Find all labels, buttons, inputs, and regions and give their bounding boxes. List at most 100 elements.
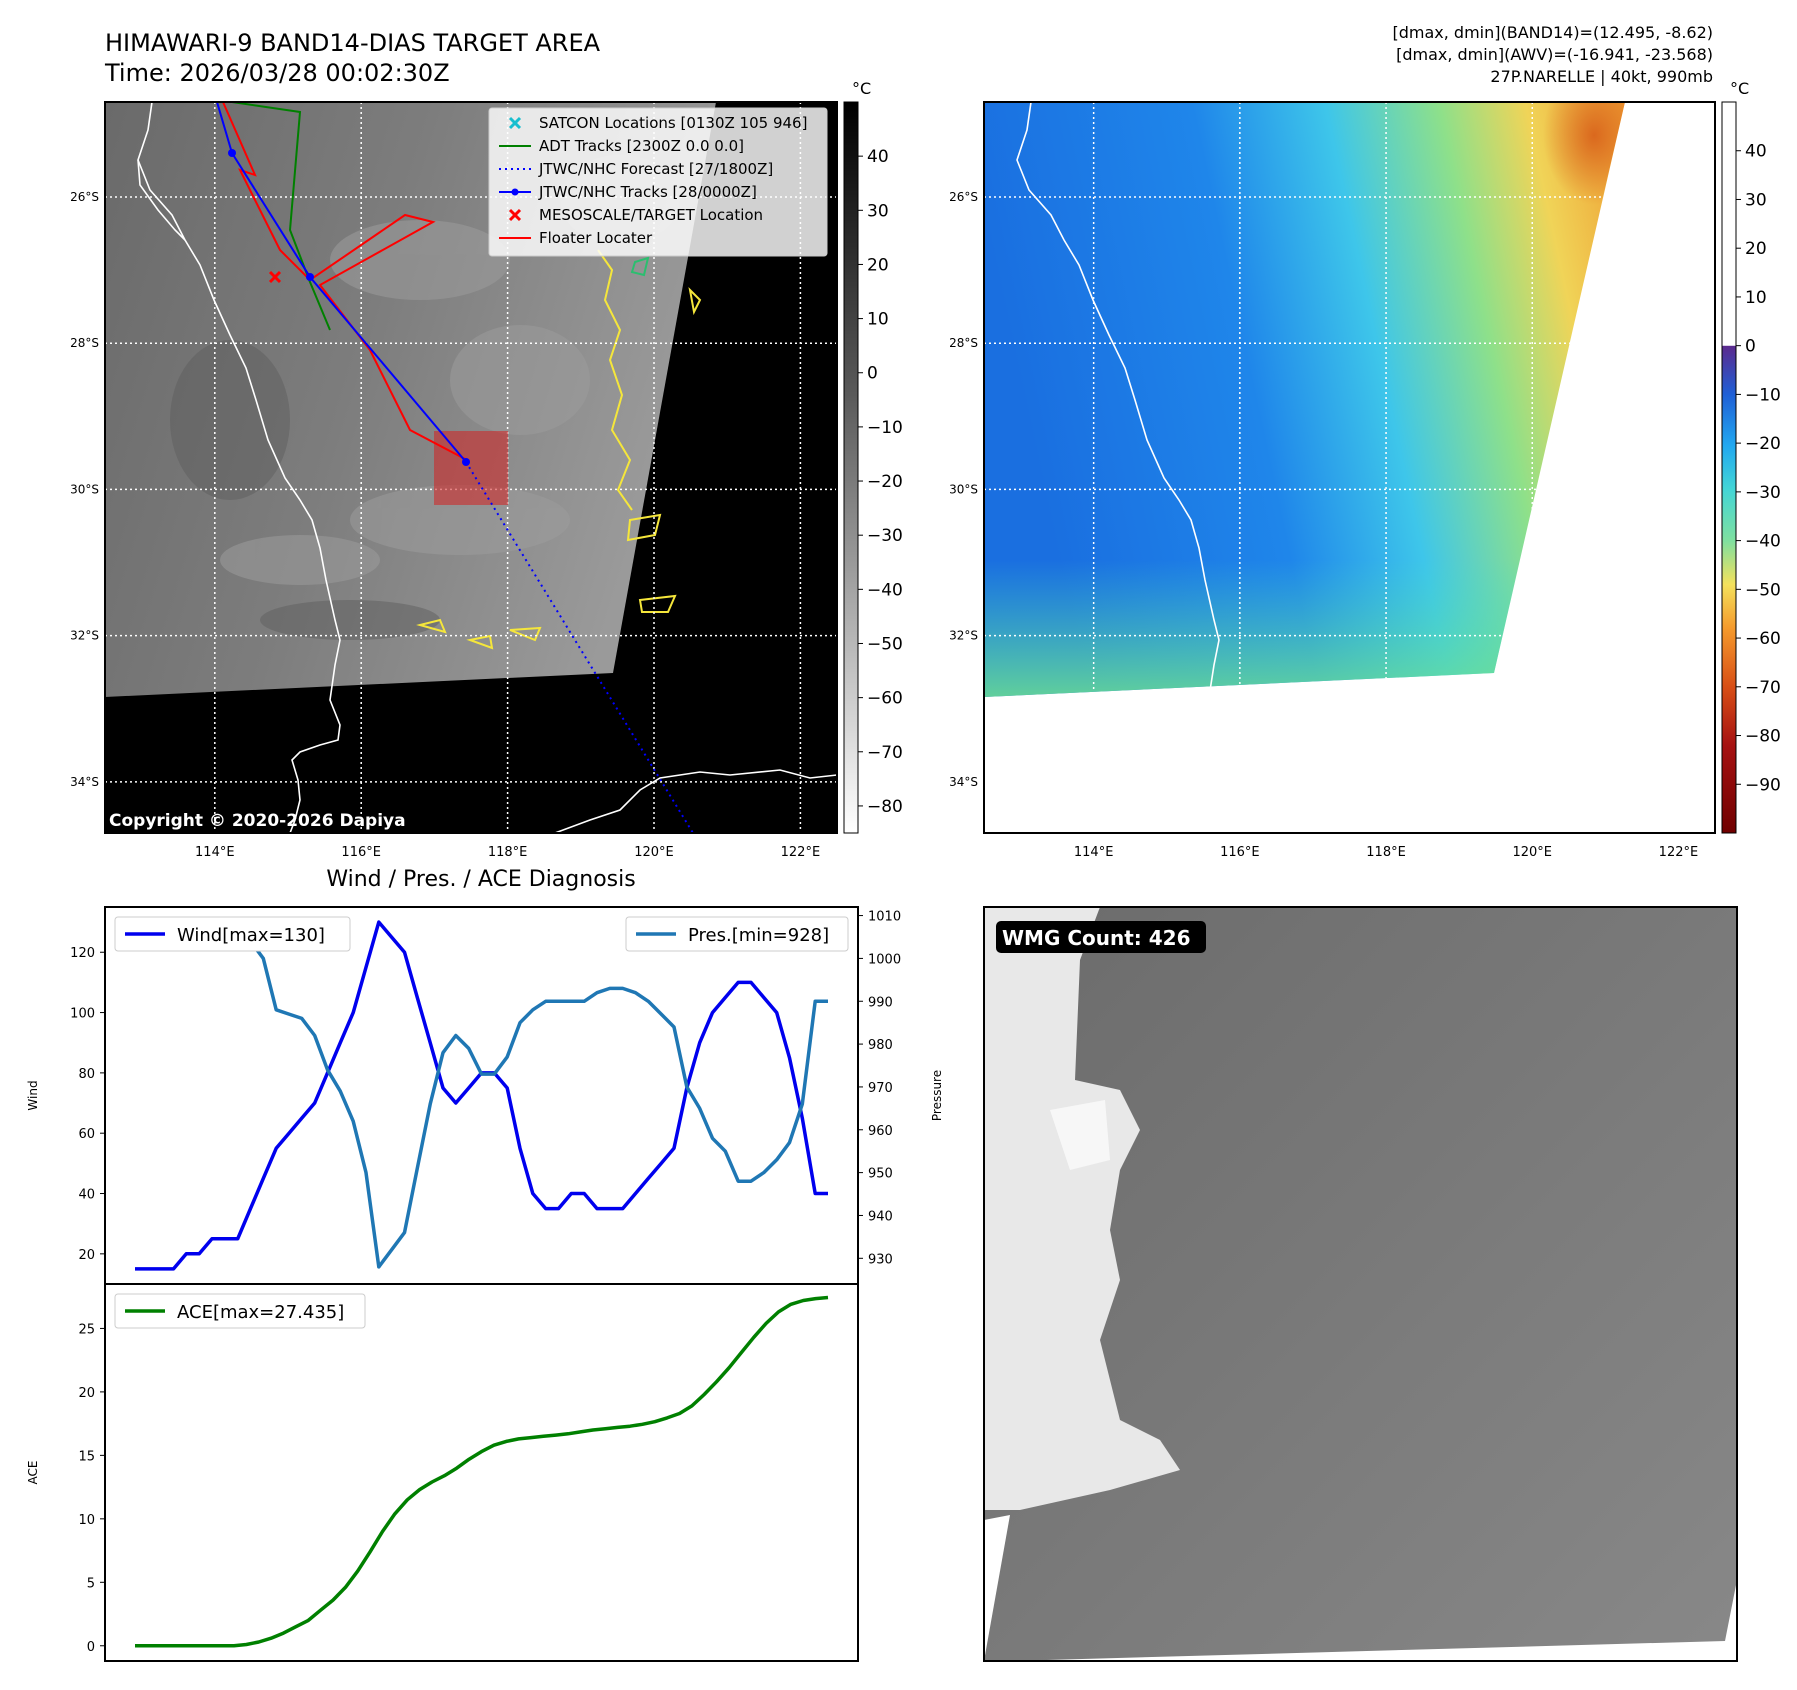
legend-label: JTWC/NHC Tracks [28/0000Z] xyxy=(538,183,757,201)
y-tick-label: 10 xyxy=(78,1513,95,1528)
wmg-white-patch xyxy=(1050,1100,1110,1170)
colorbar-tick-label: −80 xyxy=(867,797,903,817)
wmg-panel xyxy=(984,907,1737,1661)
legend-marker-dot xyxy=(511,188,519,196)
awv-colorbar xyxy=(1721,101,1737,834)
y2-tick-label: 930 xyxy=(868,1252,893,1267)
info-line-awv: [dmax, dmin](AWV)=(-16.941, -23.568) xyxy=(1396,45,1713,64)
colorbar-tick-label: −70 xyxy=(867,743,903,763)
coastline xyxy=(137,102,837,833)
ir-cloud-dark-texture xyxy=(170,340,440,640)
lon-tick-label: 122°E xyxy=(1659,845,1699,860)
y-tick-label: 20 xyxy=(78,1248,95,1263)
colorbar-tick-label: 20 xyxy=(867,255,889,275)
colorbar-tick-label: −80 xyxy=(1745,727,1781,747)
floater-locater-line xyxy=(222,102,468,461)
adt-track-line xyxy=(231,102,331,331)
lat-tick-label: 28°S xyxy=(949,336,978,350)
map-legend-box: SATCON Locations [0130Z 105 946] ADT Trac… xyxy=(488,107,828,257)
lon-tick-label: 114°E xyxy=(1074,845,1114,860)
lon-tick-label: 114°E xyxy=(195,845,235,860)
colorbar-tick-label: −20 xyxy=(1745,434,1781,454)
legend-box xyxy=(625,916,849,952)
y2-tick-label: 980 xyxy=(868,1038,893,1053)
lon-tick-label: 122°E xyxy=(781,845,821,860)
colorbar-tick-label: −20 xyxy=(867,472,903,492)
series-ace-line xyxy=(135,1295,829,1648)
lat-tick-label: 34°S xyxy=(949,775,978,789)
colorbar-tick-label: −50 xyxy=(1745,580,1781,600)
lon-tick-label: 120°E xyxy=(634,845,674,860)
lon-tick-label: 116°E xyxy=(1220,845,1260,860)
awv-colorbar-unit: °C xyxy=(1730,79,1749,98)
colorbar-tick-label: −60 xyxy=(1745,629,1781,649)
y-tick-label: 20 xyxy=(78,1386,95,1401)
plot-area xyxy=(105,907,858,1284)
y2-tick-label: 1010 xyxy=(868,910,901,925)
colorbar-tick-label: 20 xyxy=(1745,239,1767,259)
target-area-box xyxy=(434,431,508,505)
plot-area xyxy=(105,1284,858,1661)
y-tick-label: 0 xyxy=(87,1640,95,1655)
lon-tick-label: 118°E xyxy=(1366,845,1406,860)
y-axis-label: ACE xyxy=(26,1461,40,1485)
y-tick-label: 5 xyxy=(87,1576,95,1591)
lat-tick-label: 26°S xyxy=(70,190,99,204)
colorbar-tick-label: −40 xyxy=(867,580,903,600)
gray-colorbar-unit: °C xyxy=(852,79,871,98)
y-tick-label: 25 xyxy=(78,1322,95,1337)
lon-tick-label: 118°E xyxy=(488,845,528,860)
colorbar-tick-label: 40 xyxy=(867,147,889,167)
y-tick-label: 40 xyxy=(78,1188,95,1203)
y2-axis-label: Pressure xyxy=(930,1070,944,1121)
wmg-count-badge: WMG Count: 426 xyxy=(1002,926,1191,950)
awv-map-axis-labels: 114°E 116°E 118°E 120°E 122°E 26°S 28°S 30°S 32°… xyxy=(949,190,1698,860)
y-tick-label: 15 xyxy=(78,1449,95,1464)
lat-tick-label: 32°S xyxy=(70,629,99,643)
jtwc-track-point xyxy=(306,273,314,281)
legend-box xyxy=(114,1293,366,1329)
colorbar-tick-label: −70 xyxy=(1745,678,1781,698)
y2-tick-label: 960 xyxy=(868,1124,893,1139)
y2-tick-label: 940 xyxy=(868,1209,893,1224)
legend-label: SATCON Locations [0130Z 105 946] xyxy=(539,114,807,132)
diagnosis-title: Wind / Pres. / ACE Diagnosis xyxy=(326,867,635,892)
colorbar-tick-label: −30 xyxy=(867,526,903,546)
gray-colorbar xyxy=(843,101,859,834)
figure-title: HIMAWARI-9 BAND14-DIAS TARGET AREA xyxy=(105,29,601,57)
plot-frame xyxy=(104,1283,859,1662)
legend-marker-x xyxy=(508,116,522,130)
lat-tick-label: 34°S xyxy=(70,775,99,789)
jtwc-track-point xyxy=(228,149,236,157)
awv-map-frame xyxy=(983,101,1716,834)
jtwc-track-line xyxy=(216,102,467,463)
green-contour xyxy=(630,256,650,277)
coastline xyxy=(1016,102,1220,698)
track-layer xyxy=(216,102,694,833)
colorbar-tick-label: −50 xyxy=(867,634,903,654)
lat-tick-label: 30°S xyxy=(70,482,99,496)
colorbar-tick-label: −30 xyxy=(1745,483,1781,503)
wmg-frame xyxy=(983,906,1738,1662)
y-tick-label: 100 xyxy=(70,1007,95,1022)
lon-tick-label: 120°E xyxy=(1512,845,1552,860)
legend-label: JTWC/NHC Forecast [27/1800Z] xyxy=(538,160,773,178)
copyright-label: Copyright © 2020-2026 Dapiya xyxy=(109,811,406,831)
lat-tick-label: 30°S xyxy=(949,482,978,496)
colorbar-tick-label: 30 xyxy=(867,201,889,221)
colorbar-tick-label: 10 xyxy=(1745,288,1767,308)
y2-tick-label: 970 xyxy=(868,1081,893,1096)
gray-colorbar-ticks: 40 30 20 10 0 −10 −20 −30 −40 −50 −60 −70 −80 xyxy=(858,147,903,817)
wmg-count-badge-bg xyxy=(996,921,1206,953)
legend-label: Wind[max=130] xyxy=(177,925,325,946)
y2-tick-label: 990 xyxy=(868,995,893,1010)
lat-tick-label: 28°S xyxy=(70,336,99,350)
legend-label: Pres.[min=928] xyxy=(688,925,829,946)
legend-label: Floater Locater xyxy=(539,229,653,247)
wind-pressure-chart: 20 40 60 80 100 120 Wind 930 940 950 960 970 980 990 1… xyxy=(26,906,944,1285)
colorbar-tick-label: 40 xyxy=(1745,142,1767,162)
colorbar-tick-label: −90 xyxy=(1745,775,1781,795)
info-line-band14: [dmax, dmin](BAND14)=(12.495, -8.62) xyxy=(1393,23,1714,42)
colorbar-tick-label: 10 xyxy=(867,310,889,330)
lon-tick-label: 116°E xyxy=(341,845,381,860)
